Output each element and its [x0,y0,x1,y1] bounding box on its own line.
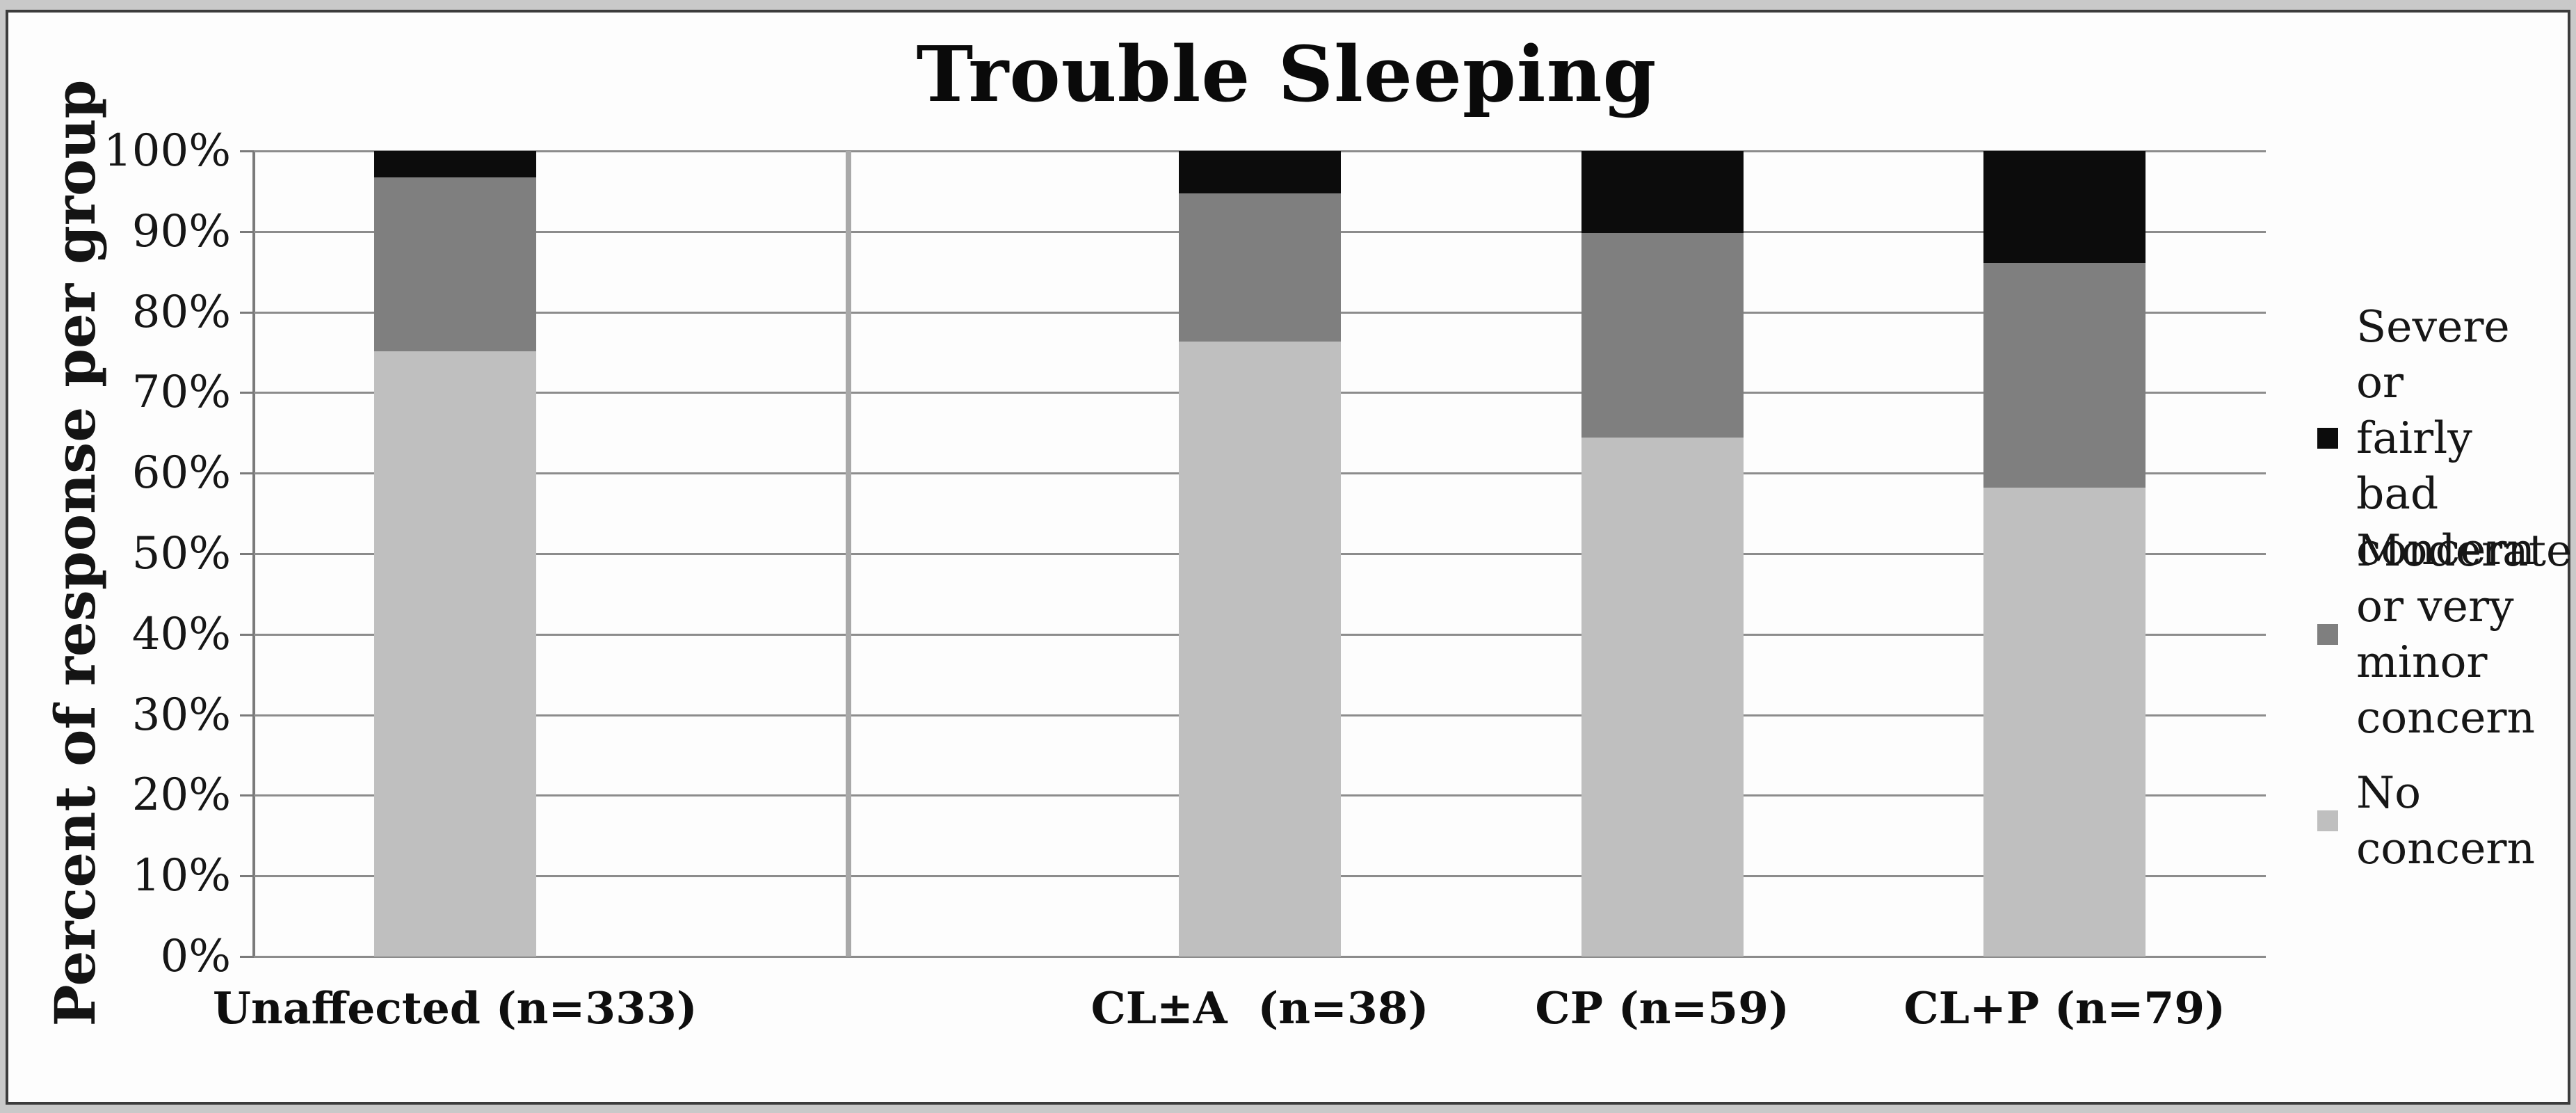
y-axis-tick [240,553,254,555]
y-axis-tick [240,714,254,716]
y-tick-label: 80% [131,286,231,338]
group-divider-line [845,151,851,956]
plot-area [240,150,2266,958]
y-axis-tick [240,633,254,636]
x-category-label: CL+P (n=79) [1903,982,2225,1034]
y-axis-tick [240,956,254,958]
bar-segment-moderate-or-very-minor-concern [1179,193,1341,342]
y-tick-label: 100% [104,125,231,177]
bar-segment-severe-or-fairly-bad-concern [1983,151,2146,263]
y-tick-label: 60% [131,447,231,499]
y-axis-tick [240,392,254,394]
legend-swatch [2317,810,2338,831]
y-axis-tick [240,230,254,233]
bar-segment-moderate-or-very-minor-concern [1581,233,1744,438]
bar-segment-no-concern [1179,342,1341,956]
y-axis-tick-labels: 0% 10% 20% 30% 40% 50% 60% 70% 80% 90% 100% [83,126,231,982]
y-tick-label: 50% [131,528,231,579]
y-tick-label: 30% [131,689,231,741]
legend-item-moderate-or-very-minor-concern: Moderate or very minor concern [2317,523,2572,746]
bar-cl-p-n-79 [1983,151,2146,956]
legend-swatch [2317,624,2338,645]
chart-title: Trouble Sleeping [916,29,1657,119]
legend-label: No concern [2356,767,2536,874]
y-axis-tick [240,472,254,475]
y-tick-label: 20% [131,769,231,822]
bar-segment-moderate-or-very-minor-concern [373,177,536,352]
gridline [254,956,2266,958]
x-category-label: CL±A (n=38) [1090,982,1429,1034]
y-tick-label: 70% [131,367,231,419]
y-axis-tick [240,150,254,152]
legend-label: Moderate or very minor concern [2356,525,2573,743]
y-tick-label: 40% [131,608,231,660]
bar-segment-no-concern [1983,488,2146,956]
bar-segment-no-concern [1581,438,1744,956]
x-axis-labels: Unaffected (n=333) CL±A (n=38) CP (n=59) CL… [213,982,2266,1045]
bar-segment-moderate-or-very-minor-concern [1983,262,2146,488]
x-category-label: CP (n=59) [1535,982,1789,1034]
y-axis-tick [240,875,254,878]
bar-segment-severe-or-fairly-bad-concern [1581,151,1744,234]
y-axis-tick [240,794,254,797]
bar-cp-n-59 [1581,151,1744,956]
y-tick-label: 0% [160,931,231,982]
legend-item-severe-or-fairly-bad-concern: Severe or fairly bad concern [2317,299,2568,577]
legend-item-no-concern: No concern [2317,765,2535,876]
bar-cl-a-n-38 [1179,151,1341,956]
x-category-label: Unaffected (n=333) [212,982,698,1034]
bar-segment-severe-or-fairly-bad-concern [373,151,536,178]
legend-label: Severe or fairly bad concern [2356,301,2536,575]
bar-segment-severe-or-fairly-bad-concern [1179,151,1341,194]
y-tick-label: 10% [131,850,231,902]
legend: Severe or fairly bad concern Moderate or … [2317,0,2572,1113]
y-axis-tick [240,311,254,314]
bar-unaffected-n-333 [373,151,536,956]
bar-segment-no-concern [373,351,536,956]
legend-swatch [2317,428,2338,449]
y-tick-label: 90% [131,205,231,257]
